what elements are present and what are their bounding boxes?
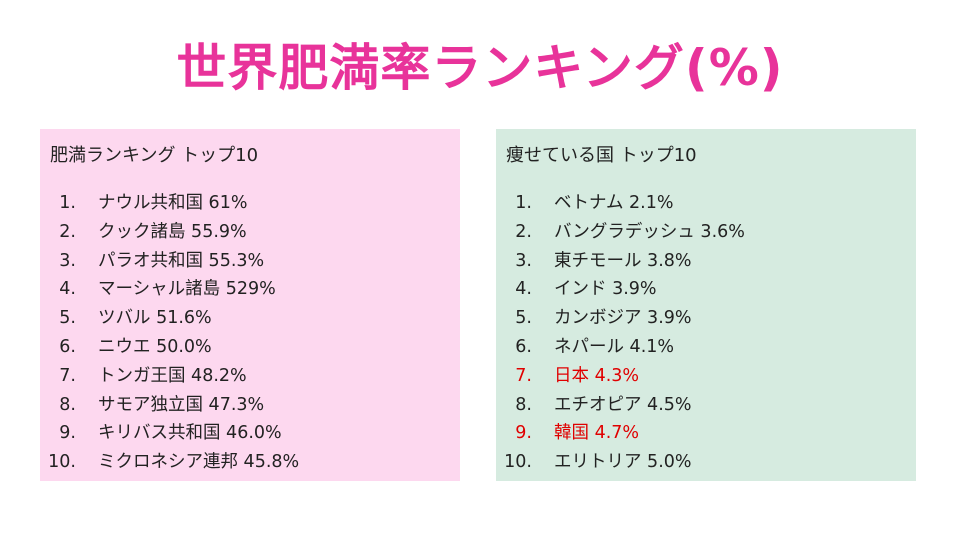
country-value: サモア独立国 47.3% [98,394,265,415]
rank-number: 10. [504,452,532,473]
slide-title: 世界肥満率ランキング(%) [176,39,784,97]
country-value: ツバル 51.6% [98,308,212,329]
list-item: 2. クック諸島 55.9% [40,218,460,247]
rank-number: 3. [59,250,76,271]
country-value: 東チモール 3.8% [554,250,692,271]
rank-number: 7. [59,365,76,386]
country-value: 韓国 4.7% [554,423,640,444]
list-item: 8. サモア独立国 47.3% [40,391,460,420]
list-item: 1. ナウル共和国 61% [40,189,460,218]
obesity-panel-heading: 肥満ランキング トップ10 [50,145,259,166]
rank-number: 1. [59,193,76,213]
list-item: 6. ニウエ 50.0% [40,333,460,362]
thinness-panel-heading: 痩せている国 トップ10 [506,145,697,166]
rank-number: 1. [515,193,532,213]
rank-number: 8. [515,394,532,415]
list-item: 1. ベトナム 2.1% [496,189,916,218]
rank-number: 3. [515,250,532,271]
rank-number: 2. [515,221,532,242]
country-value: ミクロネシア連邦 45.8% [98,452,300,473]
country-value: トンガ王国 48.2% [98,365,247,386]
country-value: カンボジア 3.9% [554,308,692,329]
country-value: エリトリア 5.0% [554,452,692,473]
rank-number: 4. [515,279,532,300]
thinness-ranking-list: 1. ベトナム 2.1% 2. バングラデッシュ 3.6% 3. 東チモール 3.8%… [496,189,916,477]
country-value: ベトナム 2.1% [554,193,674,213]
list-item: 5. ツバル 51.6% [40,304,460,333]
list-item: 2. バングラデッシュ 3.6% [496,218,916,247]
country-value: ナウル共和国 61% [98,193,248,213]
list-item: 10. エリトリア 5.0% [496,448,916,477]
country-value: ニウエ 50.0% [98,336,212,357]
list-item: 3. 東チモール 3.8% [496,247,916,276]
obesity-ranking-list: 1. ナウル共和国 61% 2. クック諸島 55.9% 3. パラオ共和国 55.3… [40,189,460,477]
rank-number: 8. [59,394,76,415]
rank-number: 10. [48,452,76,473]
country-value: エチオピア 4.5% [554,394,692,415]
list-item-highlighted: 9. 韓国 4.7% [496,419,916,448]
country-value: パラオ共和国 55.3% [98,250,265,271]
list-item: 7. トンガ王国 48.2% [40,362,460,391]
rank-number: 6. [59,336,76,357]
country-value: バングラデッシュ 3.6% [554,221,745,242]
rank-number: 5. [59,308,76,329]
list-item: 6. ネパール 4.1% [496,333,916,362]
list-item: 5. カンボジア 3.9% [496,304,916,333]
country-value: キリバス共和国 46.0% [98,423,282,444]
list-item: 4. インド 3.9% [496,275,916,304]
list-item: 8. エチオピア 4.5% [496,391,916,420]
country-value: インド 3.9% [554,279,657,300]
obesity-ranking-panel: 肥満ランキング トップ10 1. ナウル共和国 61% 2. クック諸島 55.9%… [40,129,460,481]
country-value: ネパール 4.1% [554,336,675,357]
list-item: 3. パラオ共和国 55.3% [40,247,460,276]
rank-number: 9. [515,423,532,444]
rank-number: 9. [59,423,76,444]
rank-number: 2. [59,221,76,242]
list-item: 4. マーシャル諸島 529% [40,275,460,304]
country-value: 日本 4.3% [554,365,640,386]
rank-number: 4. [59,279,76,300]
country-value: マーシャル諸島 529% [98,279,276,300]
thinness-ranking-panel: 痩せている国 トップ10 1. ベトナム 2.1% 2. バングラデッシュ 3.6%… [496,129,916,481]
list-item: 10. ミクロネシア連邦 45.8% [40,448,460,477]
list-item-highlighted: 7. 日本 4.3% [496,362,916,391]
country-value: クック諸島 55.9% [98,221,247,242]
list-item: 9. キリバス共和国 46.0% [40,419,460,448]
rank-number: 6. [515,336,532,357]
rank-number: 5. [515,308,532,329]
rank-number: 7. [515,365,532,386]
